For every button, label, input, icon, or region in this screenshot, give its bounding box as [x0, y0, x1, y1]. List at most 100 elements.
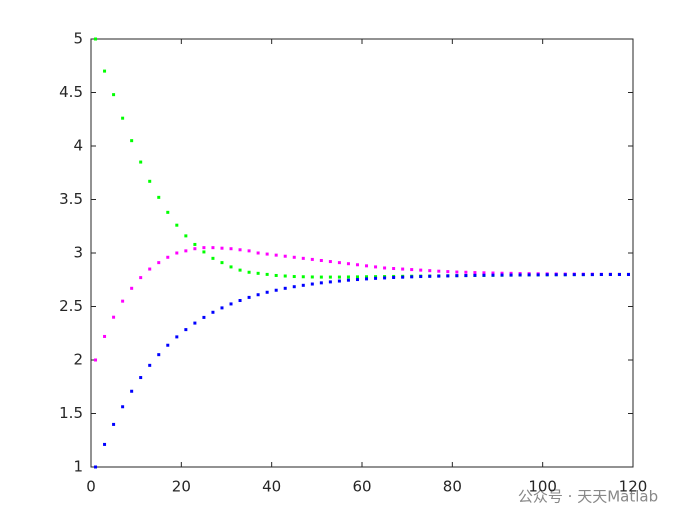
- point: [346, 278, 350, 282]
- point: [139, 276, 143, 280]
- point: [545, 273, 549, 277]
- point: [346, 275, 350, 279]
- point: [265, 272, 269, 276]
- point: [572, 273, 576, 277]
- point: [202, 250, 206, 254]
- point: [455, 270, 459, 274]
- point: [175, 335, 179, 339]
- point: [130, 139, 134, 143]
- point: [617, 273, 621, 277]
- point: [103, 442, 107, 446]
- point: [184, 328, 188, 332]
- point: [148, 267, 152, 271]
- point: [328, 275, 332, 279]
- axes-box: [90, 38, 634, 468]
- point: [626, 273, 630, 277]
- point: [121, 405, 125, 409]
- point: [256, 293, 260, 297]
- point: [473, 271, 477, 275]
- point: [355, 278, 359, 282]
- point: [355, 275, 359, 279]
- point: [247, 295, 251, 299]
- point: [175, 223, 179, 227]
- point: [247, 249, 251, 253]
- point: [112, 93, 116, 97]
- point: [419, 268, 423, 272]
- point: [247, 270, 251, 274]
- point: [383, 276, 387, 280]
- point: [301, 256, 305, 260]
- point: [337, 279, 341, 283]
- point: [401, 267, 405, 271]
- point: [337, 275, 341, 279]
- point: [274, 253, 278, 257]
- point: [103, 334, 107, 338]
- point: [292, 285, 296, 289]
- point: [464, 270, 468, 274]
- x-tick-label: 100: [528, 478, 557, 496]
- point: [211, 246, 215, 250]
- point: [175, 251, 179, 255]
- point: [301, 283, 305, 287]
- point: [274, 273, 278, 277]
- y-tick-label: 5: [73, 30, 83, 48]
- point: [166, 210, 170, 214]
- point: [365, 264, 369, 268]
- point: [301, 275, 305, 279]
- point: [563, 273, 567, 277]
- point: [274, 288, 278, 292]
- point: [148, 179, 152, 183]
- point: [319, 281, 323, 285]
- point: [166, 343, 170, 347]
- point: [392, 276, 396, 280]
- point: [139, 376, 143, 380]
- y-tick-label: 2.5: [59, 297, 83, 315]
- point: [193, 247, 197, 251]
- point: [166, 255, 170, 259]
- point: [410, 275, 414, 279]
- point: [410, 268, 414, 272]
- point: [590, 273, 594, 277]
- point: [94, 465, 98, 469]
- point: [500, 271, 504, 275]
- point: [446, 274, 450, 278]
- x-tick-label: 20: [172, 478, 191, 496]
- point: [509, 273, 513, 277]
- point: [374, 275, 378, 279]
- point: [229, 247, 233, 251]
- point: [202, 315, 206, 319]
- point: [157, 353, 161, 357]
- point: [310, 282, 314, 286]
- point: [121, 299, 125, 303]
- point: [202, 246, 206, 250]
- point: [265, 252, 269, 256]
- point: [256, 251, 260, 255]
- point: [220, 246, 224, 250]
- point: [337, 261, 341, 265]
- point: [328, 260, 332, 264]
- point: [446, 270, 450, 274]
- point: [527, 273, 531, 277]
- point: [139, 160, 143, 164]
- point: [238, 299, 242, 303]
- point: [482, 273, 486, 277]
- point: [229, 265, 233, 269]
- point: [292, 255, 296, 259]
- point: [437, 274, 441, 278]
- y-tick-label: 4.5: [59, 83, 83, 101]
- y-tick-label: 4: [73, 137, 83, 155]
- point: [94, 358, 98, 362]
- point: [265, 290, 269, 294]
- point: [328, 280, 332, 284]
- point: [184, 234, 188, 238]
- point: [473, 273, 477, 277]
- point: [148, 363, 152, 367]
- point: [437, 269, 441, 273]
- point: [365, 277, 369, 281]
- point: [319, 258, 323, 262]
- point: [428, 269, 432, 273]
- point: [292, 275, 296, 279]
- point: [229, 302, 233, 306]
- x-tick-label: 60: [352, 478, 371, 496]
- point: [310, 275, 314, 279]
